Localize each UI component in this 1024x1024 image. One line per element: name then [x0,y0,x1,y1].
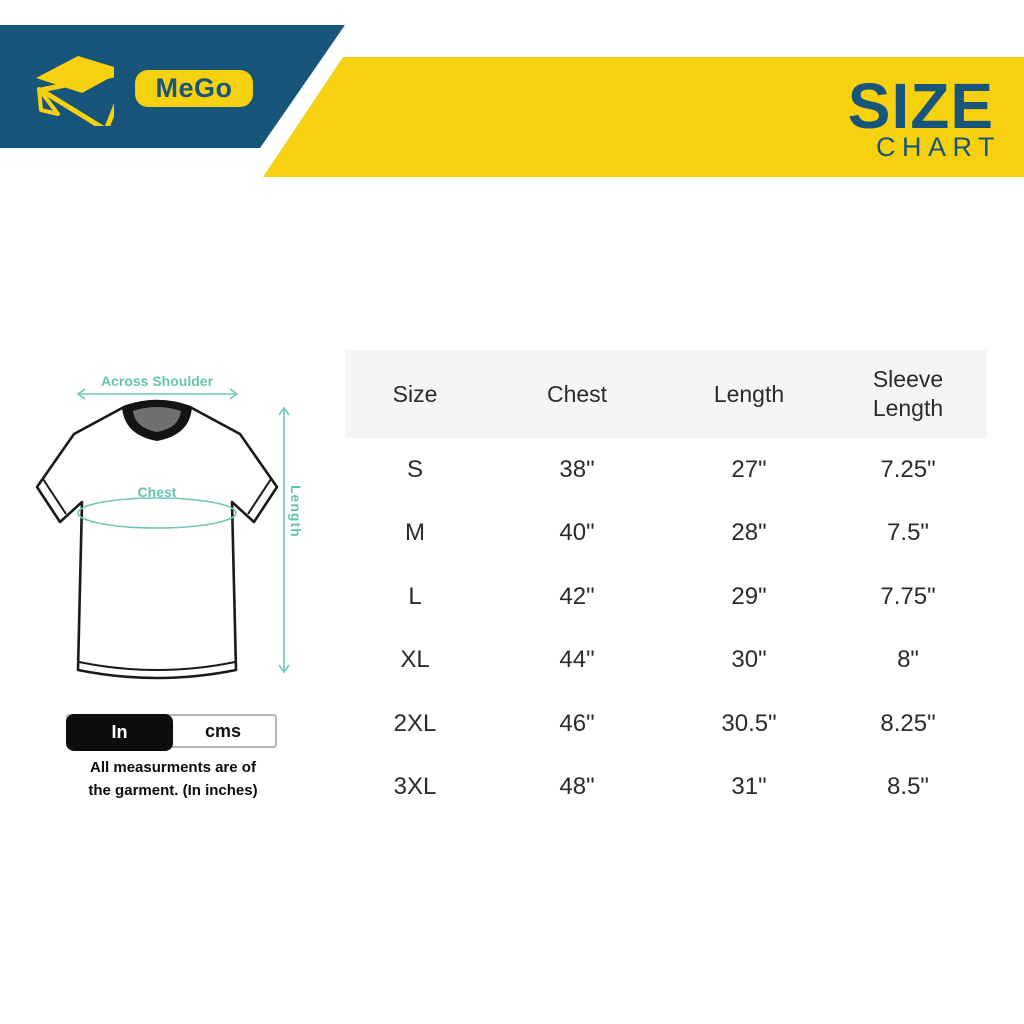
column-header-chest: Chest [546,380,608,407]
measurement-cell: 46" [559,709,595,737]
chest-ellipse [77,497,237,529]
table-row: 2XL 46" 30.5" 8.25" [345,692,987,756]
measurement-cell: 8" [897,646,919,674]
measurement-cell: 7.25" [880,455,936,483]
table-row: M 40" 28" 7.5" [345,502,987,566]
page-title: SIZE [847,70,994,142]
table-row: 3XL 48" 31" 8.5" [345,756,987,820]
brand-logo: MeGo [135,70,253,107]
hem-line [78,661,236,671]
column-header-size: Size [392,380,438,407]
measurement-cell: 7.75" [880,582,936,610]
size-table-header: Size Chest Length Sleeve Length [345,350,987,438]
table-row: S 38" 27" 7.25" [345,438,987,502]
table-row: L 42" 29" 7.75" [345,565,987,629]
measurement-cell: 30.5" [721,709,777,737]
measurement-cell: 40" [559,519,595,547]
tshirt-measurement-diagram: Across Shoulder Chest Length [30,370,320,700]
across-shoulder-arrow [76,388,239,400]
unit-in-button[interactable]: In [66,714,173,751]
size-cell: XL [400,646,430,674]
title-band: SIZE CHART [263,57,1024,177]
measurement-cell: 8.5" [887,773,929,801]
measurement-note: All measurments are of the garment. (In … [53,757,293,802]
brand-name: MeGo [155,73,233,103]
length-label: Length [288,484,304,538]
page-subtitle: CHART [875,132,1001,162]
tshirt-drawing [35,388,290,680]
note-line-2: the garment. (In inches) [88,781,258,799]
left-cuff-line [42,478,67,515]
measurement-cell: 38" [559,455,595,483]
unit-cms-button[interactable]: cms [204,720,242,741]
size-cell: 2XL [393,709,437,737]
size-table: Size Chest Length Sleeve Length S 38" 27" 7… [345,350,987,819]
envelope-icon [32,49,114,126]
right-cuff-line [247,478,272,515]
measurement-cell: 42" [559,582,595,610]
brand-band: MeGo [0,25,345,148]
size-cell: M [405,519,425,547]
tshirt-outline [35,399,279,680]
column-header-sleeve-length: Sleeve Length [872,366,944,421]
measurement-cell: 7.5" [887,519,929,547]
column-header-length: Length [713,380,785,407]
across-shoulder-label: Across Shoulder [100,373,214,389]
size-cell: 3XL [393,773,437,801]
measurement-cell: 30" [731,646,767,674]
length-arrow [278,406,290,674]
table-row: XL 44" 30" 8" [345,629,987,693]
size-table-body: S 38" 27" 7.25" M 40" 28" 7.5" L 42" 29" 7.75" XL 44"… [345,438,987,819]
measurement-cell: 29" [731,582,767,610]
size-cell: L [408,582,422,610]
size-cell: S [406,455,423,483]
measurement-cell: 8.25" [880,709,936,737]
measurement-cell: 44" [559,646,595,674]
chest-label: Chest [137,484,177,500]
measurement-cell: 27" [731,455,767,483]
measurement-cell: 48" [559,773,595,801]
measurement-cell: 28" [731,519,767,547]
measurement-cell: 31" [731,773,767,801]
note-line-1: All measurments are of [90,759,256,776]
unit-toggle[interactable]: In cms [66,714,277,751]
collar-inner [133,407,181,432]
